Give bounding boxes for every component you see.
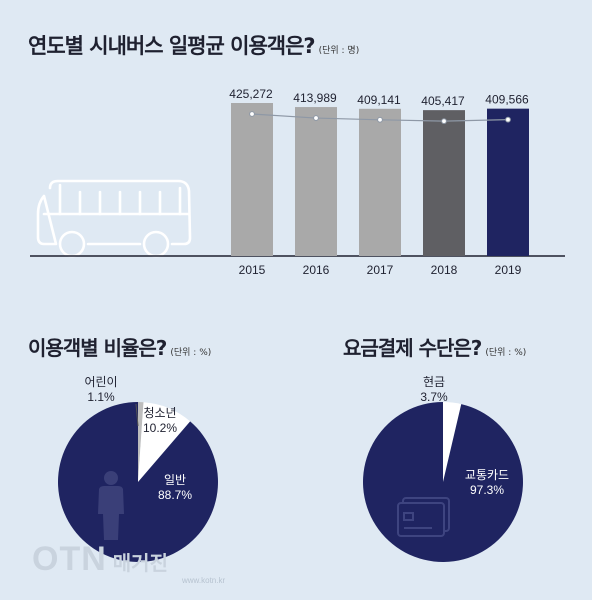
- bar-2015: [231, 103, 273, 256]
- payment-title-unit: (단위 : %): [485, 348, 527, 358]
- watermark-brand: 매거진: [112, 553, 168, 575]
- pie-slice-일반: [57, 402, 218, 562]
- pie-label-교통카드: 교통카드: [465, 468, 509, 482]
- payment-chart-title: 요금결제 수단은? (단위 : %): [343, 332, 526, 361]
- main-title-unit: (단위 : 명): [318, 46, 360, 56]
- pie-value-일반: 88.7%: [158, 488, 192, 502]
- bar-value-label-2015: 425,272: [229, 87, 273, 101]
- pie-value-어린이: 1.1%: [87, 390, 115, 404]
- share-title-unit: (단위 : %): [170, 348, 212, 358]
- trend-point-2016: [313, 115, 319, 121]
- pie-label-어린이: 어린이: [84, 375, 117, 389]
- trend-point-2018: [441, 118, 447, 125]
- bar-2017: [359, 108, 401, 257]
- watermark: OTN 매거진 www.kotn.kr: [32, 540, 225, 585]
- bar-value-label-2019: 409,566: [485, 93, 529, 107]
- pie-slice-현금: [443, 402, 462, 482]
- x-tick-label-2019: 2019: [495, 263, 522, 277]
- person-icon: [98, 471, 124, 540]
- pie-label-일반: 일반: [164, 473, 186, 487]
- trend-point-2019: [505, 116, 511, 123]
- pie-slice-청소년: [138, 402, 191, 482]
- pie-slice-어린이: [138, 401, 144, 482]
- bar-value-label-2017: 409,141: [357, 93, 401, 107]
- x-tick-label-2015: 2015: [239, 263, 266, 277]
- bar-2019: [487, 108, 529, 256]
- bar-chart: 425,272 2015 413,989 2016 409,141 2017 405,417…: [229, 87, 529, 277]
- bar-2016: [295, 107, 337, 256]
- watermark-logo: OTN: [32, 540, 107, 578]
- bar-value-label-2016: 413,989: [293, 91, 337, 105]
- pie-value-교통카드: 97.3%: [470, 483, 504, 497]
- child-slice-leader-line: [135, 403, 139, 427]
- x-tick-label-2017: 2017: [367, 263, 394, 277]
- x-tick-label-2018: 2018: [431, 263, 458, 277]
- pie-label-청소년: 청소년: [143, 406, 176, 420]
- x-tick-label-2016: 2016: [303, 263, 330, 277]
- watermark-url: www.kotn.kr: [182, 576, 226, 585]
- share-chart-title: 이용객별 비율은? (단위 : %): [28, 332, 211, 361]
- bar-2018: [423, 110, 465, 257]
- trend-point-2015: [249, 111, 255, 117]
- trend-point-2017: [377, 116, 383, 123]
- share-title-text: 이용객별 비율은?: [28, 336, 167, 360]
- card-icon: [397, 497, 450, 537]
- pie-slice-교통카드: [362, 402, 523, 562]
- bar-value-label-2018: 405,417: [421, 94, 465, 108]
- pie-label-현금: 현금: [423, 375, 445, 389]
- main-title-text: 연도별 시내버스 일평균 이용객은?: [28, 34, 316, 58]
- payment-title-text: 요금결제 수단은?: [343, 336, 482, 360]
- main-chart-title: 연도별 시내버스 일평균 이용객은? (단위 : 명): [28, 30, 359, 60]
- bus-icon: [36, 179, 192, 258]
- pie-value-현금: 3.7%: [420, 390, 448, 404]
- pie-value-청소년: 10.2%: [143, 421, 177, 435]
